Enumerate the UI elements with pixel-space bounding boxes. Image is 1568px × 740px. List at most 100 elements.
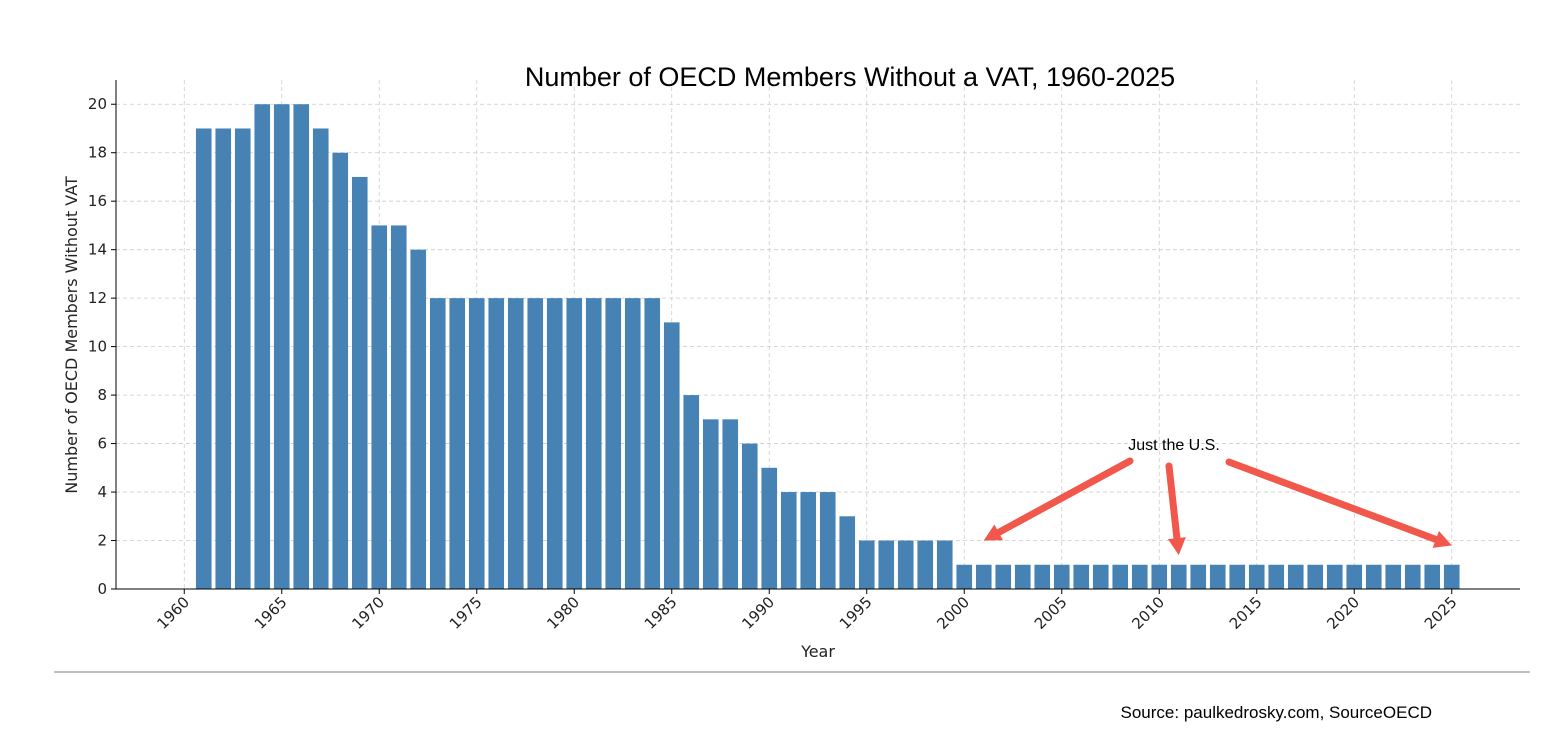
bar-2019 (1326, 564, 1343, 589)
y-tick-label-12: 12 (88, 289, 107, 307)
bar-1980 (566, 298, 583, 589)
bar-1966 (293, 104, 310, 589)
bar-2024 (1424, 564, 1441, 589)
annotation-arrow-head-2011 (1167, 537, 1186, 556)
bar-1981 (585, 298, 602, 589)
bar-1997 (897, 540, 914, 589)
annotation-arrow-head-2001 (983, 524, 1003, 541)
x-axis-label: Year (800, 642, 835, 661)
bar-2020 (1346, 564, 1363, 589)
bar-2003 (1014, 564, 1031, 589)
y-tick-label-6: 6 (97, 435, 107, 453)
bar-2009 (1131, 564, 1148, 589)
x-tick-label-1965: 1965 (251, 593, 291, 633)
x-tick-label-1985: 1985 (641, 593, 681, 633)
bar-1984 (644, 298, 661, 589)
bar-1992 (800, 492, 817, 589)
annotation-arrow-shaft-2001 (995, 457, 1134, 536)
x-tick-label-1975: 1975 (446, 593, 486, 633)
bar-2022 (1385, 564, 1402, 589)
x-tick-label-1980: 1980 (543, 593, 583, 633)
bar-1963 (234, 128, 251, 589)
bar-2010 (1151, 564, 1168, 589)
bar-1964 (254, 104, 271, 589)
bar-1972 (410, 249, 427, 589)
bar-1995 (858, 540, 875, 589)
y-tick-label-18: 18 (88, 144, 107, 162)
bar-1975 (468, 298, 485, 589)
bar-1990 (761, 467, 778, 589)
axes (115, 80, 1520, 590)
annotation-arrows (983, 457, 1452, 556)
bar-2013 (1209, 564, 1226, 589)
x-tick-label-1970: 1970 (348, 593, 388, 633)
bar-2021 (1365, 564, 1382, 589)
annotation-arrow-shaft-2011 (1165, 462, 1181, 542)
bar-2014 (1229, 564, 1246, 589)
bar-2012 (1190, 564, 1207, 589)
bar-2001 (975, 564, 992, 589)
bar-2011 (1170, 564, 1187, 589)
bar-1979 (546, 298, 563, 589)
bar-2007 (1092, 564, 1109, 589)
bar-1998 (917, 540, 934, 589)
x-tick-label-1990: 1990 (738, 593, 778, 633)
bar-1987 (702, 419, 719, 589)
y-tick-label-2: 2 (97, 532, 107, 550)
bar-1970 (371, 225, 388, 589)
y-tick-label-8: 8 (97, 386, 107, 404)
bar-2018 (1307, 564, 1324, 589)
x-tick-label-2015: 2015 (1226, 593, 1266, 633)
x-tick-label-2000: 2000 (933, 593, 973, 633)
bar-1991 (780, 492, 797, 589)
bar-2000 (956, 564, 973, 589)
bar-1988 (722, 419, 739, 589)
bar-1985 (663, 322, 680, 589)
bar-1986 (683, 395, 700, 589)
annotation-arrow-head-2025 (1432, 530, 1452, 548)
bar-1993 (819, 492, 836, 589)
source-note: Source: paulkedrosky.com, SourceOECD (1121, 703, 1432, 722)
bar-1965 (273, 104, 290, 589)
bar-1978 (527, 298, 544, 589)
bar-1999 (936, 540, 953, 589)
bar-1967 (312, 128, 329, 589)
bar-1983 (624, 298, 641, 589)
bar-2006 (1073, 564, 1090, 589)
bar-2004 (1034, 564, 1051, 589)
bar-1974 (449, 298, 466, 589)
x-tick-label-2005: 2005 (1031, 593, 1071, 633)
bar-2015 (1248, 564, 1265, 589)
bar-1971 (390, 225, 407, 589)
y-tick-label-20: 20 (88, 95, 107, 113)
bar-1996 (878, 540, 895, 589)
bar-1969 (351, 176, 368, 589)
bar-2016 (1268, 564, 1285, 589)
annotation: Just the U.S. (983, 437, 1452, 556)
y-tick-label-0: 0 (97, 580, 107, 598)
y-tick-label-16: 16 (88, 192, 107, 210)
x-tick-label-2020: 2020 (1323, 593, 1363, 633)
y-ticks: 0 2 4 6 8 10 12 14 16 18 20 (88, 95, 116, 598)
bar-2002 (995, 564, 1012, 589)
bar-1976 (488, 298, 505, 589)
y-tick-label-14: 14 (88, 241, 107, 259)
chart-title: Number of OECD Members Without a VAT, 19… (525, 62, 1175, 92)
bar-2005 (1053, 564, 1070, 589)
x-tick-label-1960: 1960 (153, 593, 193, 633)
bar-1989 (741, 443, 758, 589)
x-tick-label-2025: 2025 (1421, 593, 1461, 633)
bar-2025 (1443, 564, 1460, 589)
bar-1994 (839, 516, 856, 589)
bar-1961 (195, 128, 212, 589)
bar-1973 (429, 298, 446, 589)
bar-1968 (332, 152, 349, 589)
bars (195, 104, 1460, 589)
x-tick-label-1995: 1995 (836, 593, 876, 633)
y-tick-label-4: 4 (97, 483, 107, 501)
annotation-text: Just the U.S. (1128, 437, 1220, 454)
x-ticks: 1960 1965 1970 1975 1980 1985 1990 1995 2000 2005… (153, 589, 1461, 633)
bar-1962 (215, 128, 232, 589)
y-tick-label-10: 10 (88, 338, 107, 356)
